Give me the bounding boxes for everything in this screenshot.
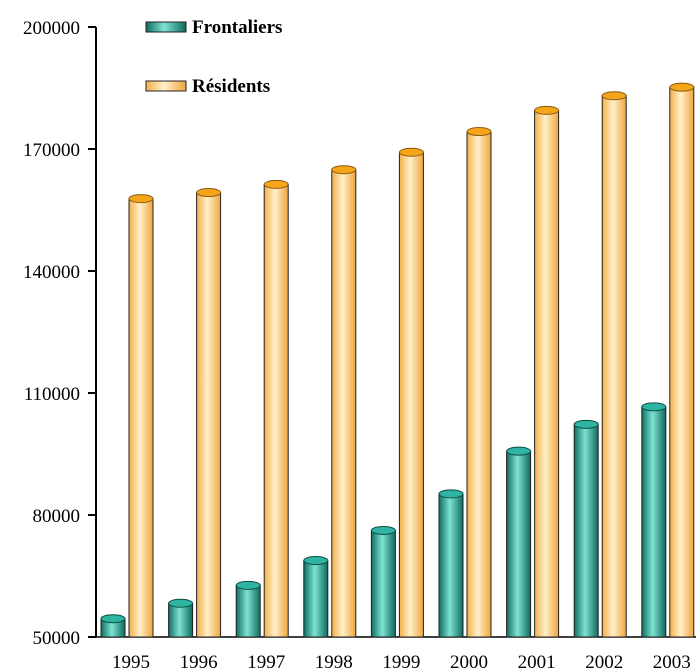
legend-item-frontaliers: Frontaliers (145, 17, 282, 38)
legend-item-rsidents: Résidents (145, 76, 270, 97)
y-tick-label: 50000 (33, 628, 81, 649)
bar-frontaliers-cap (506, 446, 532, 456)
bar-frontaliers-body (438, 493, 464, 638)
bar-residents (128, 194, 154, 638)
bar-residents (534, 105, 560, 638)
bar-residents-cap (601, 91, 627, 101)
bar-frontaliers-cap (100, 614, 126, 624)
bar-residents-cap (331, 165, 357, 175)
legend-swatch (145, 80, 187, 92)
y-tick-label: 140000 (23, 262, 80, 283)
bar-residents-body (398, 151, 424, 638)
bar-frontaliers (100, 614, 126, 638)
bar-residents-body (601, 95, 627, 638)
bar-frontaliers (573, 419, 599, 638)
bar-residents-cap (196, 188, 222, 198)
y-tick-label: 80000 (33, 506, 81, 527)
x-tick-label: 1998 (315, 652, 353, 672)
y-axis: 50000 80000 110000 140000 170000 200000 (23, 18, 696, 649)
bars-group (100, 82, 695, 638)
x-tick-label: 2003 (653, 652, 691, 672)
x-tick-label: 1997 (247, 652, 285, 672)
bar-frontaliers-cap (641, 402, 667, 412)
bar-frontaliers-body (506, 450, 532, 638)
bar-residents-cap (398, 147, 424, 157)
bar-residents-body (196, 192, 222, 638)
bar-frontaliers-cap (438, 489, 464, 499)
bar-residents (398, 147, 424, 638)
bar-frontaliers (168, 598, 194, 638)
bar-frontaliers-cap (573, 419, 599, 429)
y-tick-label: 170000 (23, 140, 80, 161)
bar-frontaliers-body (168, 602, 194, 638)
y-tick-label: 110000 (24, 384, 80, 405)
bar-residents-body (128, 198, 154, 638)
bar-residents-cap (466, 127, 492, 137)
bar-residents (331, 165, 357, 638)
bar-residents (263, 179, 289, 638)
x-tick-label: 1996 (180, 652, 218, 672)
y-tick-label: 200000 (23, 18, 80, 39)
bar-residents-body (534, 109, 560, 638)
bar-residents (466, 127, 492, 638)
x-tick-label: 2002 (585, 652, 623, 672)
x-tick-label: 2000 (450, 652, 488, 672)
bar-frontaliers-cap (370, 525, 396, 535)
legend-swatch (145, 21, 187, 33)
bar-residents-body (466, 131, 492, 638)
bar-residents (669, 82, 695, 638)
bar-frontaliers-cap (168, 598, 194, 608)
bar-frontaliers-body (303, 560, 329, 638)
bar-frontaliers (438, 489, 464, 638)
bar-residents-body (669, 86, 695, 638)
bar-frontaliers (506, 446, 532, 638)
x-tick-label: 2001 (518, 652, 556, 672)
bar-frontaliers-body (641, 406, 667, 638)
x-tick-label: 1999 (382, 652, 420, 672)
bar-residents-cap (534, 105, 560, 115)
bar-residents-cap (128, 194, 154, 204)
bar-frontaliers-cap (235, 580, 261, 590)
bar-residents-body (263, 183, 289, 638)
bar-frontaliers (641, 402, 667, 638)
bar-frontaliers (235, 580, 261, 638)
bar-residents (601, 91, 627, 638)
bar-frontaliers (303, 556, 329, 638)
bar-frontaliers-body (573, 423, 599, 638)
labels-group: 1995 1996 1997 1998 1999 2000 2001 2002 2003 (112, 652, 691, 672)
bar-residents-cap (669, 82, 695, 92)
legend-label: Frontaliers (192, 17, 282, 38)
bar-frontaliers (370, 525, 396, 638)
legend: Frontaliers Résidents (145, 17, 282, 97)
bar-residents-cap (263, 179, 289, 189)
bar-frontaliers-body (370, 529, 396, 638)
x-tick-label: 1995 (112, 652, 150, 672)
bar-residents (196, 188, 222, 638)
bar-frontaliers-body (235, 584, 261, 638)
bar-frontaliers-cap (303, 556, 329, 566)
legend-label: Résidents (192, 76, 270, 97)
bar-residents-body (331, 169, 357, 638)
